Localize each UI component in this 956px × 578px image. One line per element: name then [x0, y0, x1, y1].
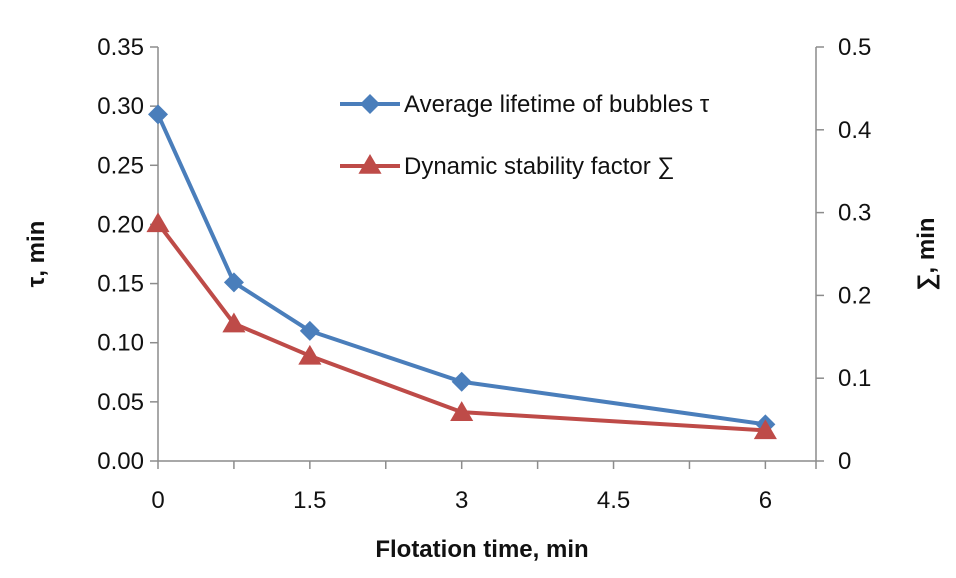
- data-point-diamond: [148, 104, 168, 125]
- y-axis-left: 0.00 0.05 0.10 0.15 0.20 0.25 0.30 0.35: [97, 34, 159, 475]
- data-point-triangle: [450, 401, 474, 421]
- legend-item-stability: Dynamic stability factor ∑: [340, 153, 675, 180]
- y-right-tick-label: 0.1: [838, 365, 871, 392]
- legend-label-lifetime: Average lifetime of bubbles τ: [404, 91, 710, 118]
- legend-diamond-marker: [360, 94, 380, 114]
- y-right-tick-label: 0.4: [838, 117, 871, 144]
- x-axis: 0 1.5 3 4.5 6: [151, 460, 817, 514]
- y-right-tick-label: 0.3: [838, 200, 871, 227]
- x-tick-label: 0: [151, 487, 164, 514]
- y-left-tick-label: 0.35: [97, 34, 144, 61]
- y-left-tick-label: 0.05: [97, 389, 144, 416]
- x-tick-label: 1.5: [293, 487, 326, 514]
- y-left-tick-label: 0.20: [97, 211, 144, 238]
- x-axis-title: Flotation time, min: [375, 536, 588, 563]
- legend-triangle-marker: [358, 154, 382, 174]
- y-right-tick-label: 0.5: [838, 34, 871, 61]
- series-stability: [146, 212, 777, 440]
- y-left-tick-label: 0.30: [97, 93, 144, 120]
- y-axis-right: 0 0.1 0.2 0.3 0.4 0.5: [815, 34, 871, 475]
- y-right-tick-label: 0: [838, 448, 851, 475]
- data-point-triangle: [753, 419, 777, 440]
- y-left-tick-label: 0.15: [97, 271, 144, 298]
- data-point-triangle: [298, 344, 322, 365]
- data-point-triangle: [222, 312, 246, 333]
- x-tick-label: 6: [759, 487, 772, 514]
- x-tick-label: 3: [455, 487, 468, 514]
- y-left-tick-label: 0.10: [97, 330, 144, 357]
- data-point-diamond: [223, 272, 244, 293]
- legend: Average lifetime of bubbles τ Dynamic st…: [340, 91, 710, 180]
- y-left-tick-label: 0.25: [97, 152, 144, 179]
- y-left-tick-label: 0.00: [97, 448, 144, 475]
- data-point-diamond: [299, 320, 320, 341]
- data-point-triangle: [146, 212, 170, 233]
- legend-item-lifetime: Average lifetime of bubbles τ: [340, 91, 710, 118]
- data-point-diamond: [451, 371, 472, 392]
- y-axis-left-title: τ, min: [23, 221, 50, 288]
- x-tick-label: 4.5: [597, 487, 630, 514]
- series-lifetime: [148, 104, 776, 435]
- legend-label-stability: Dynamic stability factor ∑: [404, 153, 675, 180]
- series-layer: [146, 104, 777, 440]
- series-line: [156, 222, 766, 433]
- y-right-tick-label: 0.2: [838, 282, 871, 309]
- y-axis-right-title: ∑, min: [913, 217, 940, 290]
